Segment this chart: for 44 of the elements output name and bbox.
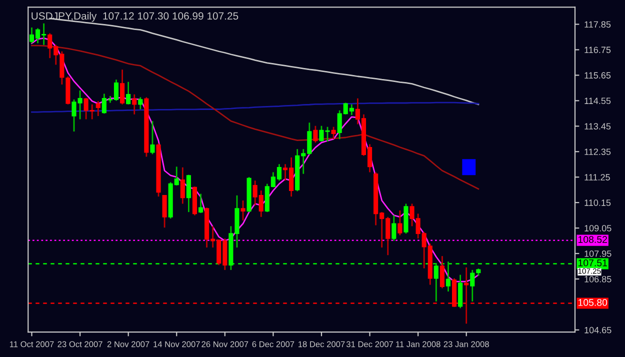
chart-title: USDJPY,Daily 107.12 107.30 106.99 107.25 xyxy=(32,12,238,22)
candlestick xyxy=(120,68,125,106)
candlestick xyxy=(198,193,204,214)
candlestick xyxy=(440,255,444,289)
candlestick xyxy=(126,81,131,106)
y-tick-label: 107.95 xyxy=(584,250,612,257)
y-tick-label: 104.65 xyxy=(584,326,612,334)
candlestick xyxy=(392,214,396,242)
candlestick xyxy=(458,274,463,309)
x-tick-label: 2 Nov 2007 xyxy=(107,341,150,348)
candlestick xyxy=(186,174,191,213)
x-tick-label: 14 Nov 2007 xyxy=(154,341,200,348)
x-tick-label: 23 Jan 2008 xyxy=(444,341,489,348)
y-tick-label: 115.65 xyxy=(584,72,611,79)
x-tick-label: 11 Jan 2008 xyxy=(396,341,440,348)
candlestick xyxy=(96,100,100,117)
x-tick-label: 26 Nov 2007 xyxy=(202,341,248,348)
y-tick-label: 112.35 xyxy=(584,148,611,155)
ref-line-label: 107.51 xyxy=(578,259,607,266)
candlestick xyxy=(398,210,402,236)
y-tick-label: 111.25 xyxy=(584,174,610,180)
candlestick xyxy=(313,125,318,144)
x-tick-label: 31 Dec 2007 xyxy=(346,341,393,348)
candlestick xyxy=(132,94,137,116)
y-tick-label: 114.55 xyxy=(584,98,611,104)
candlestick xyxy=(331,126,336,140)
y-tick-label: 109.05 xyxy=(584,225,612,232)
candlestick xyxy=(150,120,155,155)
x-tick-label: 6 Dec 2007 xyxy=(252,341,294,348)
ref-line-label: 105.80 xyxy=(578,299,608,306)
candlestick xyxy=(470,269,475,302)
x-tick-label: 11 Oct 2007 xyxy=(10,341,54,348)
candlestick xyxy=(138,96,143,110)
x-tick-label: 18 Dec 2007 xyxy=(298,341,345,348)
x-tick-label: 23 Oct 2007 xyxy=(58,341,102,348)
y-tick-label: 110.15 xyxy=(584,200,611,206)
y-tick-label: 113.45 xyxy=(584,123,611,130)
candlestick xyxy=(162,194,167,228)
candlestick xyxy=(180,166,185,204)
ref-line-label: 108.52 xyxy=(578,236,607,243)
y-tick-label: 106.85 xyxy=(584,276,612,282)
y-tick-label: 116.75 xyxy=(584,46,611,54)
candlestick xyxy=(240,200,246,222)
y-tick-label: 117.85 xyxy=(584,21,611,28)
